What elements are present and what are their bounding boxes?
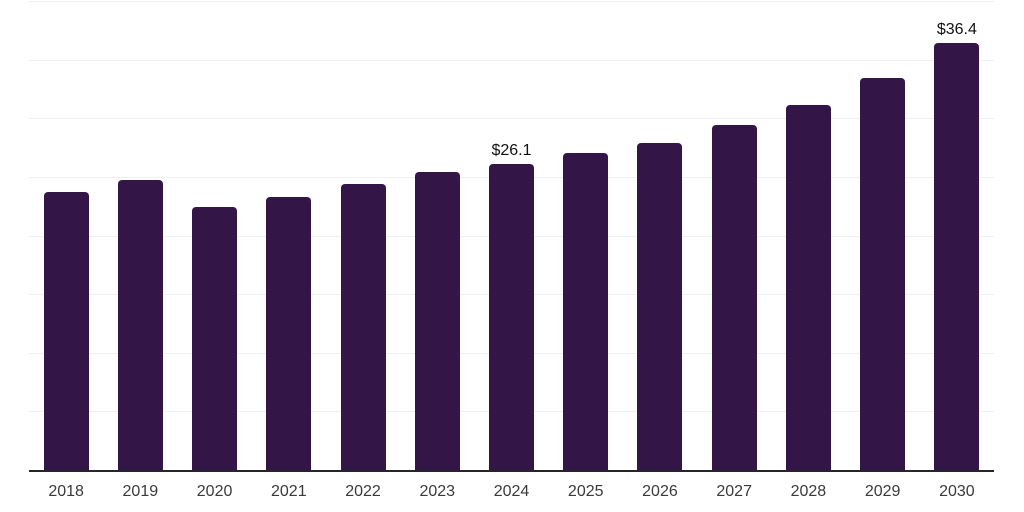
bar-2027[interactable]	[711, 125, 757, 470]
bar-2020[interactable]	[192, 207, 238, 470]
bar-value-label-2030: $36.4	[936, 21, 977, 39]
bar-2021[interactable]	[266, 196, 312, 470]
x-tick-2023: 2023	[419, 483, 456, 500]
bar-2026[interactable]	[637, 142, 683, 470]
x-tick-2020: 2020	[196, 483, 233, 500]
bar-2019[interactable]	[117, 180, 163, 470]
x-tick-2022: 2022	[345, 483, 381, 500]
bar-value-label-2024: $26.1	[491, 141, 532, 159]
bar-2018[interactable]	[43, 192, 89, 470]
gridline-y30	[29, 118, 994, 119]
bar-2030[interactable]	[934, 43, 980, 470]
x-tick-2024: 2024	[493, 483, 530, 500]
x-tick-2018: 2018	[48, 483, 84, 500]
bar-2024[interactable]	[489, 163, 534, 470]
bar-2022[interactable]	[340, 183, 386, 470]
gridline-y40	[29, 1, 994, 2]
gridline-y35	[29, 60, 994, 61]
x-tick-2021: 2021	[271, 483, 307, 500]
x-tick-2026: 2026	[642, 483, 678, 500]
bar-2025[interactable]	[563, 153, 609, 470]
bar-2029[interactable]	[860, 78, 906, 470]
x-tick-2029: 2029	[864, 483, 901, 500]
x-axis-line	[29, 470, 994, 472]
x-tick-2025: 2025	[567, 483, 604, 500]
bar-2028[interactable]	[785, 105, 831, 470]
x-tick-2027: 2027	[716, 483, 752, 500]
bar-2023[interactable]	[414, 172, 460, 470]
x-tick-2028: 2028	[790, 483, 827, 500]
x-tick-2030: 2030	[939, 483, 975, 500]
x-tick-2019: 2019	[122, 483, 159, 500]
